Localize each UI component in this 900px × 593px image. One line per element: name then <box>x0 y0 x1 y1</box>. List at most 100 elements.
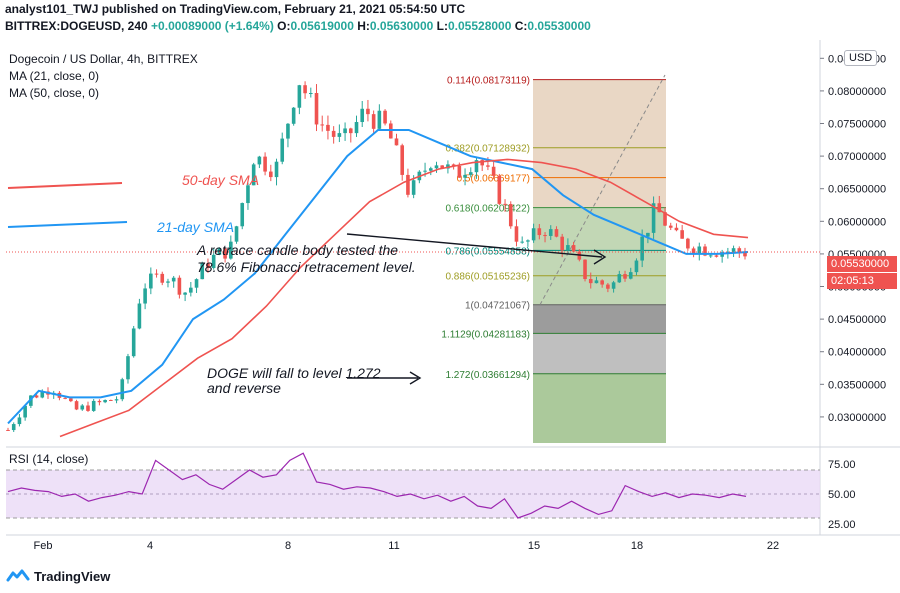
symbol-label: BITTREX:DOGEUSD, 240 <box>5 19 148 33</box>
time-axis-layer: Feb 4 8 11 15 18 22 <box>34 540 780 552</box>
high-value: 0.05630000 <box>369 19 434 33</box>
candle-body <box>406 174 410 195</box>
candle-body <box>149 273 153 289</box>
candle-body <box>486 165 490 167</box>
fib-zone <box>533 79 666 148</box>
candle-body <box>337 133 342 137</box>
candle-body <box>423 170 427 172</box>
fib-trend-line <box>539 74 666 306</box>
annotation-text: A retrace candle body tested the <box>196 242 398 258</box>
candle-body <box>646 232 650 237</box>
fib-label: 1.1129(0.04281183) <box>441 329 530 340</box>
candle-body <box>451 164 456 166</box>
candle-body <box>651 203 656 233</box>
candle-body <box>166 281 170 283</box>
legend-ma21[interactable]: MA (21, close, 0) <box>9 69 100 83</box>
candle-body <box>223 248 227 259</box>
annotation-arrow <box>346 233 603 258</box>
candle-body <box>531 228 536 241</box>
candle-body <box>497 175 502 204</box>
rsi-layer: 25.00 50.00 75.00 <box>6 452 856 531</box>
candle-body <box>446 164 450 169</box>
ma21-line <box>7 129 749 425</box>
candle-body <box>680 230 684 239</box>
candle-body <box>194 279 199 288</box>
candle-body <box>257 156 262 165</box>
close-value: 0.05530000 <box>527 19 591 33</box>
candle-body <box>634 260 639 273</box>
candle-body <box>697 246 702 254</box>
rsi-legend[interactable]: RSI (14, close) <box>9 452 89 466</box>
low-value: 0.05528000 <box>448 19 512 33</box>
tradingview-logo-icon <box>6 569 30 582</box>
last-price-tag: 0.05530000 <box>827 256 897 272</box>
fib-label: 0.618(0.06209422) <box>445 204 530 215</box>
candle-body <box>114 399 119 401</box>
time-tick-label: 18 <box>631 540 643 552</box>
candle-body <box>154 273 159 275</box>
time-tick-label: 22 <box>767 540 779 552</box>
candle-body <box>297 85 302 108</box>
candle-body <box>354 122 359 134</box>
candle-body <box>743 252 747 257</box>
candle-body <box>183 292 187 295</box>
candle-countdown: 02:05:13 <box>827 273 897 289</box>
quote-line: BITTREX:DOGEUSD, 240 +0.00089000 (+1.64%… <box>5 19 591 33</box>
candle-body <box>320 124 325 126</box>
price-tick-label: 0.07000000 <box>828 151 886 163</box>
open-label: O: <box>277 19 291 33</box>
candle-body <box>548 229 553 236</box>
candle-body <box>143 288 147 304</box>
candle-body <box>377 110 382 129</box>
candle-body <box>503 203 507 205</box>
candle-body <box>708 255 713 257</box>
candles-layer <box>6 81 747 432</box>
candle-body <box>491 166 496 176</box>
price-tick-label: 0.07500000 <box>828 119 886 131</box>
candle-body <box>86 405 90 411</box>
candle-body <box>657 203 662 213</box>
price-tick-label: 0.03000000 <box>828 412 886 424</box>
candle-body <box>508 204 513 227</box>
change-value: +0.00089000 (+1.64%) <box>151 19 274 33</box>
candle-body <box>400 145 405 175</box>
fib-zone <box>533 207 666 251</box>
fibonacci-layer: 0.114(0.08173119)0.382(0.07128932)0.5(0.… <box>441 74 666 443</box>
candle-body <box>326 124 330 131</box>
candle-body <box>611 282 616 289</box>
ma50-legend-segment <box>7 182 123 189</box>
candle-body <box>703 246 707 256</box>
currency-button[interactable]: USD <box>844 50 878 66</box>
candle-body <box>314 92 319 125</box>
moving-averages-layer <box>6 129 820 438</box>
candle-body <box>97 400 102 403</box>
candle-body <box>600 280 604 285</box>
candle-body <box>514 226 519 242</box>
low-label: L: <box>436 19 448 33</box>
candle-body <box>726 251 730 253</box>
fib-zone <box>533 275 666 305</box>
candle-body <box>554 229 559 237</box>
rsi-tick-label: 50.00 <box>828 489 856 501</box>
candle-body <box>394 138 399 146</box>
rsi-tick-label: 75.00 <box>828 459 856 471</box>
candle-body <box>623 274 627 279</box>
grid-layer <box>6 40 900 536</box>
fib-label: 0.114(0.08173119) <box>447 76 530 87</box>
legend-ma50[interactable]: MA (50, close, 0) <box>9 86 100 100</box>
price-tick-label: 0.03500000 <box>828 379 886 391</box>
candle-body <box>308 92 313 94</box>
candle-body <box>594 280 599 284</box>
price-tick-label: 0.08000000 <box>828 86 886 98</box>
tradingview-logo-text: TradingView <box>34 568 111 584</box>
candle-body <box>229 241 233 259</box>
ma50-line <box>59 158 749 438</box>
open-value: 0.05619000 <box>290 19 354 33</box>
candle-body <box>331 130 336 137</box>
tradingview-logo[interactable]: TradingView <box>6 566 110 586</box>
candle-body <box>348 128 353 134</box>
candle-body <box>280 138 285 162</box>
candle-body <box>617 274 622 283</box>
high-label: H: <box>357 19 370 33</box>
